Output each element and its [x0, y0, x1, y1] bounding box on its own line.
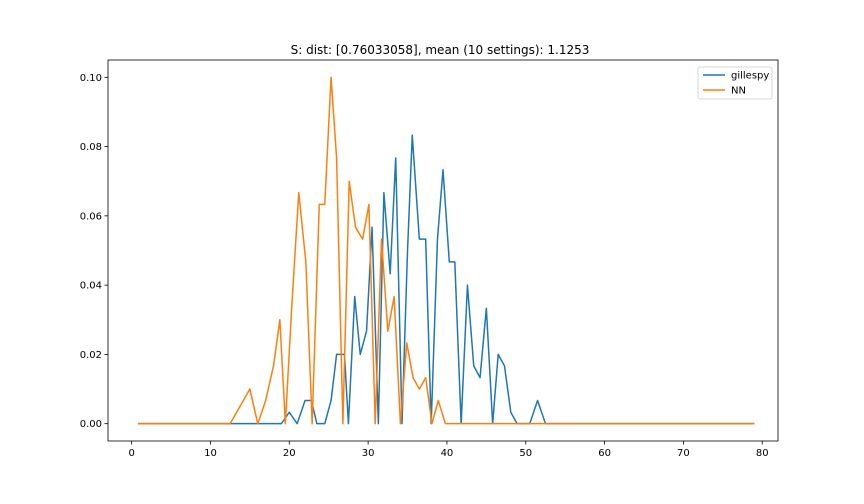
legend-label-nn: NN — [731, 86, 746, 97]
x-tick-label: 20 — [283, 448, 296, 459]
y-tick-label: 0.02 — [80, 350, 102, 361]
x-tick-label: 40 — [441, 448, 454, 459]
x-tick-label: 70 — [677, 448, 690, 459]
x-tick-label: 60 — [598, 448, 611, 459]
series-line-gillespy — [137, 134, 755, 425]
series-layer — [137, 76, 755, 425]
legend-label-gillespy: gillespy — [731, 71, 769, 82]
y-tick-label: 0.10 — [80, 73, 102, 84]
legend: gillespy NN — [697, 66, 773, 100]
x-tick-label: 30 — [362, 448, 375, 459]
y-tick-label: 0.04 — [80, 281, 102, 292]
chart-title: S: dist: [0.76033058], mean (10 settings… — [291, 43, 590, 57]
x-tick-label: 0 — [128, 448, 134, 459]
y-tick-label: 0.08 — [80, 142, 102, 153]
y-tick-label: 0.06 — [80, 211, 102, 222]
series-line-nn — [137, 76, 755, 425]
x-tick-label: 10 — [204, 448, 217, 459]
axes-frame — [107, 59, 779, 442]
ticks-layer: 0 10 20 30 40 50 60 70 80 0.00 0.02 0.04 0.06 0.08 0.1… — [80, 73, 769, 459]
y-tick-label: 0.00 — [80, 419, 102, 430]
x-tick-label: 50 — [519, 448, 532, 459]
x-tick-label: 80 — [756, 448, 769, 459]
